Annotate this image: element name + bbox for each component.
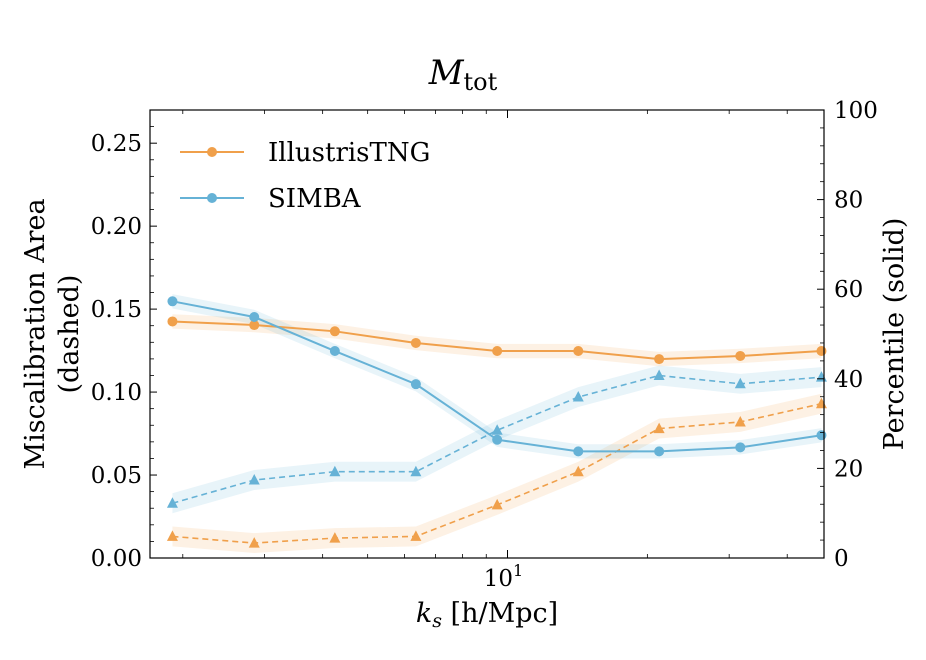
- miscalibration-point-simba: [734, 377, 746, 389]
- left-y-axis-label: Miscalibration Area (dashed): [20, 198, 85, 469]
- legend-marker-illustris: [207, 147, 217, 157]
- miscalibration-point-simba: [491, 424, 503, 435]
- axis-ticks: [150, 109, 824, 559]
- right-y-tick-label: 40: [834, 367, 863, 393]
- percentile-point-simba: [167, 296, 178, 307]
- left-y-tick-label: 0.10: [91, 380, 142, 406]
- miscalibration-point-simba: [166, 497, 178, 508]
- percentile-point-simba: [249, 311, 260, 322]
- legend-label-illustris: IllustrisTNG: [268, 138, 430, 168]
- miscalibration-line-simba: [172, 374, 822, 505]
- percentile-point-illustristng: [654, 354, 665, 365]
- series-markers: [166, 296, 827, 548]
- percentile-point-illustristng: [329, 326, 340, 337]
- chart-title-main: M: [428, 53, 465, 93]
- miscalibration-point-simba: [572, 391, 584, 402]
- percentile-point-simba: [573, 446, 584, 457]
- miscalibration-point-illustristng: [653, 422, 665, 434]
- right-y-tick-label: 0: [834, 546, 849, 572]
- miscalibration-point-illustristng: [734, 415, 746, 427]
- percentile-point-simba: [410, 379, 421, 390]
- miscalibration-point-illustristng: [166, 530, 178, 541]
- percentile-point-illustristng: [167, 316, 178, 327]
- left-y-axis-label-line2: (dashed): [54, 275, 85, 394]
- left-y-tick-label: 0.15: [91, 297, 142, 323]
- x-axis-label: ks [h/Mpc]: [416, 598, 558, 632]
- percentile-point-simba: [492, 434, 503, 445]
- right-y-tick-label: 20: [834, 456, 863, 482]
- left-y-tick-label: 0.25: [91, 131, 142, 157]
- left-y-tick-label: 0.05: [91, 463, 142, 489]
- miscalibration-point-simba: [248, 474, 260, 485]
- miscalibration-point-illustristng: [491, 498, 503, 510]
- x-tick-label: 101: [484, 561, 523, 592]
- percentile-point-illustristng: [410, 337, 421, 348]
- plot-frame: [149, 109, 825, 559]
- x-tick-label-exponent: 1: [513, 561, 523, 580]
- legend-marker-simba: [207, 193, 217, 203]
- miscalibration-point-illustristng: [572, 465, 584, 477]
- miscalibration-band-illustristng: [172, 393, 822, 554]
- chart-title-subscript: tot: [464, 68, 498, 96]
- axis-tick-labels: 0.00 0.05 0.10 0.15 0.20 0.25 0 20 40 60 80 100 101: [91, 98, 878, 592]
- percentile-point-simba: [735, 442, 746, 453]
- x-axis-label-var: k: [416, 598, 432, 629]
- percentile-point-simba: [654, 446, 665, 457]
- left-y-tick-label: 0.00: [91, 546, 142, 572]
- percentile-point-illustristng: [573, 346, 584, 357]
- percentile-point-illustristng: [249, 320, 260, 331]
- miscalibration-point-illustristng: [248, 537, 260, 548]
- percentile-point-illustristng: [492, 346, 503, 357]
- legend: IllustrisTNG SIMBA: [180, 138, 430, 214]
- miscalibration-point-illustristng: [410, 530, 422, 541]
- miscalibration-point-illustristng: [329, 532, 341, 543]
- right-y-tick-label: 100: [834, 98, 878, 124]
- legend-label-simba: SIMBA: [268, 184, 362, 214]
- right-y-tick-label: 80: [834, 188, 863, 214]
- x-axis-label-sub: s: [432, 610, 442, 632]
- miscalibration-point-simba: [653, 369, 665, 380]
- right-y-axis-label: Percentile (solid): [879, 218, 910, 451]
- right-y-tick-label: 60: [834, 277, 863, 303]
- percentile-point-simba: [329, 346, 340, 357]
- miscalibration-point-simba: [410, 465, 422, 477]
- left-y-tick-label: 0.20: [91, 214, 142, 240]
- miscalibration-point-simba: [329, 465, 341, 477]
- right-y-axis-label-text: Percentile (solid): [879, 218, 910, 451]
- chart-title: Mtot: [428, 53, 498, 96]
- percentile-band-simba: [172, 294, 822, 459]
- left-y-axis-label-line1: Miscalibration Area: [20, 198, 51, 469]
- percentile-point-simba: [816, 430, 827, 441]
- percentile-point-illustristng: [735, 350, 746, 361]
- percentile-point-illustristng: [816, 346, 827, 357]
- x-axis-label-units: [h/Mpc]: [442, 598, 558, 629]
- x-tick-label-base: 10: [484, 566, 513, 592]
